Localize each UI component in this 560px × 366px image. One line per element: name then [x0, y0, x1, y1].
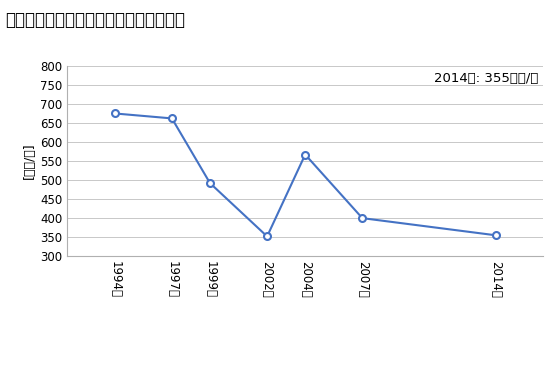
Text: 2014年: 355万円/人: 2014年: 355万円/人: [434, 72, 538, 85]
Line: 商業の従業者一人当たり年間商品販売額: 商業の従業者一人当たり年間商品販売額: [111, 110, 499, 240]
商業の従業者一人当たり年間商品販売額: [207, 181, 213, 185]
商業の従業者一人当たり年間商品販売額: [169, 116, 175, 121]
商業の従業者一人当たり年間商品販売額: [111, 111, 118, 116]
Text: 商業の従業者一人当たり年間商品販売額: 商業の従業者一人当たり年間商品販売額: [6, 11, 185, 29]
商業の従業者一人当たり年間商品販売額: [302, 152, 309, 157]
商業の従業者一人当たり年間商品販売額: [264, 234, 270, 239]
商業の従業者一人当たり年間商品販売額: [492, 233, 499, 238]
商業の従業者一人当たり年間商品販売額: [359, 216, 366, 220]
Y-axis label: [万円/人]: [万円/人]: [23, 143, 36, 179]
Legend: 商業の従業者一人当たり年間商品販売額: 商業の従業者一人当たり年間商品販売額: [220, 361, 391, 366]
